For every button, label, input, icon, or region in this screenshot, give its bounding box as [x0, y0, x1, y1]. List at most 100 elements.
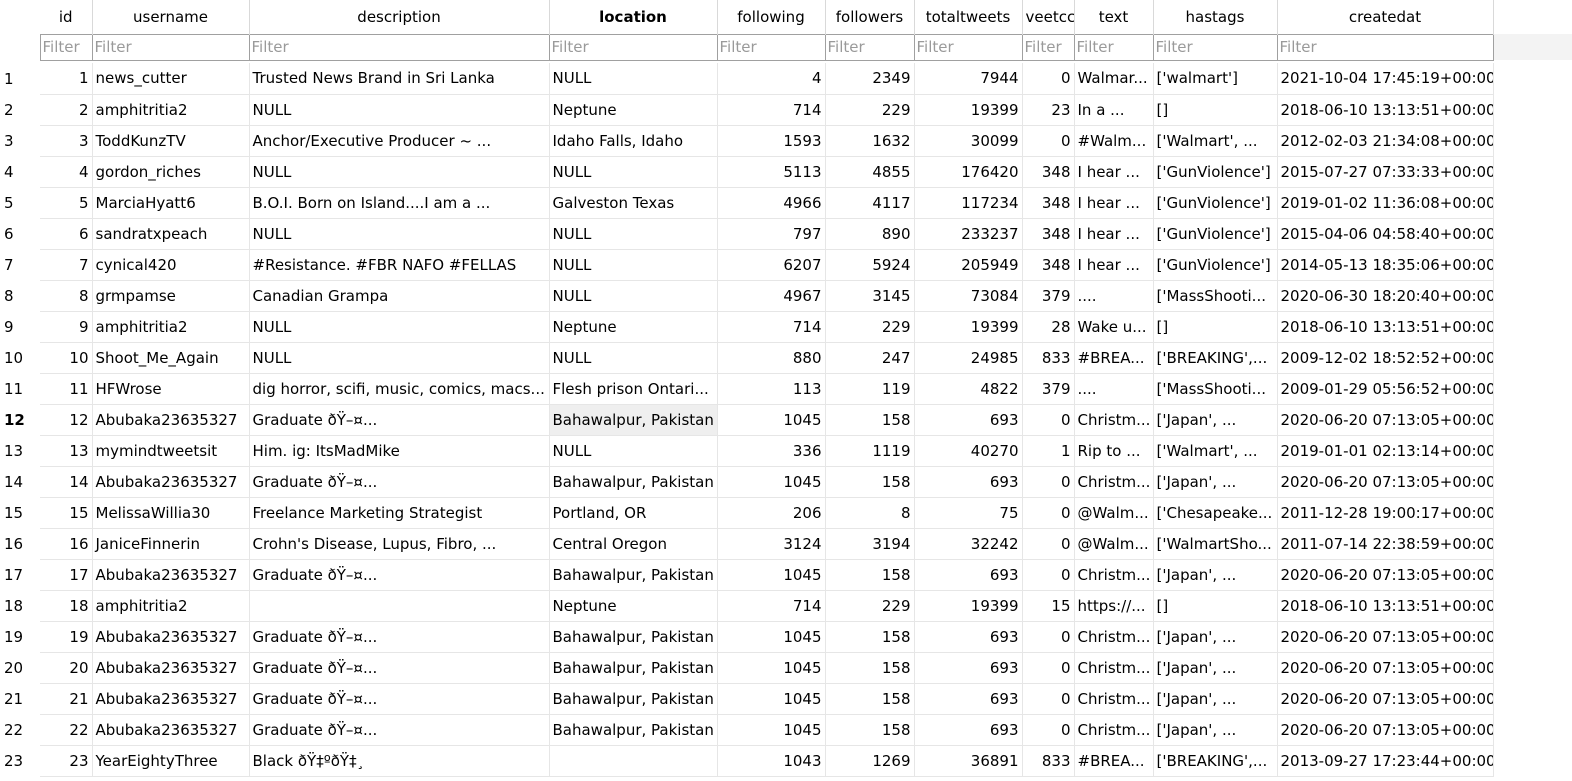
cell-followers[interactable]: 3194 [825, 528, 915, 560]
cell-username[interactable]: YearEightyThree [92, 745, 250, 777]
cell-username[interactable]: MelissaWillia30 [92, 497, 250, 529]
cell-createdat[interactable]: 2020-06-20 07:13:05+00:00 [1277, 404, 1494, 436]
cell-followers[interactable]: 158 [825, 466, 915, 498]
cell-text[interactable]: Christm... [1074, 621, 1154, 653]
cell-following[interactable]: 1045 [717, 714, 826, 746]
row-number[interactable]: 18 [4, 596, 24, 615]
cell-id[interactable]: 1 [40, 63, 93, 95]
cell-followers[interactable]: 890 [825, 218, 915, 250]
row-number[interactable]: 16 [4, 534, 24, 553]
cell-following[interactable]: 714 [717, 590, 826, 622]
cell-hastags[interactable]: [] [1153, 590, 1278, 622]
column-header-text[interactable]: text [1074, 0, 1154, 34]
cell-id[interactable]: 11 [40, 373, 93, 405]
column-header-id[interactable]: id [40, 0, 93, 34]
cell-followers[interactable]: 158 [825, 404, 915, 436]
cell-description[interactable]: #Resistance. #FBR NAFO #FELLAS [249, 249, 550, 281]
cell-totaltweets[interactable]: 233237 [914, 218, 1023, 250]
cell-createdat[interactable]: 2015-04-06 04:58:40+00:00 [1277, 218, 1494, 250]
cell-createdat[interactable]: 2020-06-20 07:13:05+00:00 [1277, 714, 1494, 746]
cell-hastags[interactable]: ['Japan', ... [1153, 559, 1278, 591]
table-row[interactable]: 9 9 amphitritia2 NULL Neptune 714 229 19399 28 Wa… [0, 311, 1572, 343]
cell-username[interactable]: Abubaka23635327 [92, 652, 250, 684]
cell-text[interactable]: Christm... [1074, 652, 1154, 684]
cell-description[interactable]: Graduate ðŸ–¤... [249, 404, 550, 436]
cell-createdat[interactable]: 2018-06-10 13:13:51+00:00 [1277, 94, 1494, 126]
cell-following[interactable]: 880 [717, 342, 826, 374]
cell-followers[interactable]: 4855 [825, 156, 915, 188]
column-header-location[interactable]: location [549, 0, 718, 34]
cell-location[interactable]: Bahawalpur, Pakistan [549, 559, 718, 591]
cell-retweetcount[interactable]: 0 [1022, 404, 1075, 436]
row-number[interactable]: 7 [4, 255, 14, 274]
cell-totaltweets[interactable]: 176420 [914, 156, 1023, 188]
cell-location[interactable]: NULL [549, 218, 718, 250]
cell-retweetcount[interactable]: 0 [1022, 63, 1075, 95]
cell-retweetcount[interactable]: 0 [1022, 466, 1075, 498]
cell-username[interactable]: JaniceFinnerin [92, 528, 250, 560]
cell-totaltweets[interactable]: 19399 [914, 311, 1023, 343]
cell-text[interactable]: I hear ... [1074, 187, 1154, 219]
cell-hastags[interactable]: ['MassShooti... [1153, 280, 1278, 312]
cell-description[interactable]: Black ðŸ‡ºðŸ‡¸ [249, 745, 550, 777]
cell-text[interactable]: #BREA... [1074, 745, 1154, 777]
cell-createdat[interactable]: 2020-06-20 07:13:05+00:00 [1277, 652, 1494, 684]
row-number[interactable]: 11 [4, 379, 24, 398]
row-number[interactable]: 12 [4, 410, 25, 429]
cell-username[interactable]: amphitritia2 [92, 94, 250, 126]
cell-location[interactable] [549, 745, 718, 777]
cell-followers[interactable]: 158 [825, 714, 915, 746]
cell-followers[interactable]: 229 [825, 590, 915, 622]
cell-createdat[interactable]: 2018-06-10 13:13:51+00:00 [1277, 311, 1494, 343]
cell-username[interactable]: Abubaka23635327 [92, 466, 250, 498]
cell-description[interactable]: Graduate ðŸ–¤... [249, 652, 550, 684]
row-number[interactable]: 20 [4, 658, 24, 677]
column-header-createdat[interactable]: createdat [1277, 0, 1494, 34]
table-row[interactable]: 4 4 gordon_riches NULL NULL 5113 4855 176420 348… [0, 156, 1572, 188]
cell-totaltweets[interactable]: 4822 [914, 373, 1023, 405]
table-row[interactable]: 21 21 Abubaka23635327 Graduate ðŸ–¤... Bahaw… [0, 683, 1572, 715]
cell-createdat[interactable]: 2020-06-20 07:13:05+00:00 [1277, 559, 1494, 591]
cell-retweetcount[interactable]: 15 [1022, 590, 1075, 622]
cell-description[interactable]: Graduate ðŸ–¤... [249, 714, 550, 746]
table-row[interactable]: 22 22 Abubaka23635327 Graduate ðŸ–¤... Bahaw… [0, 714, 1572, 746]
cell-text[interactable]: I hear ... [1074, 218, 1154, 250]
cell-followers[interactable]: 158 [825, 559, 915, 591]
cell-retweetcount[interactable]: 348 [1022, 156, 1075, 188]
cell-text[interactable]: Walmar... [1074, 63, 1154, 95]
cell-following[interactable]: 1045 [717, 683, 826, 715]
cell-retweetcount[interactable]: 0 [1022, 528, 1075, 560]
filter-input-text[interactable] [1074, 35, 1152, 59]
cell-following[interactable]: 1593 [717, 125, 826, 157]
cell-following[interactable]: 6207 [717, 249, 826, 281]
cell-retweetcount[interactable]: 379 [1022, 280, 1075, 312]
cell-totaltweets[interactable]: 693 [914, 466, 1023, 498]
cell-location[interactable]: Bahawalpur, Pakistan [549, 714, 718, 746]
cell-username[interactable]: cynical420 [92, 249, 250, 281]
cell-totaltweets[interactable]: 75 [914, 497, 1023, 529]
cell-username[interactable]: Shoot_Me_Again [92, 342, 250, 374]
cell-text[interactable]: In a ... [1074, 94, 1154, 126]
cell-hastags[interactable]: ['MassShooti... [1153, 373, 1278, 405]
cell-createdat[interactable]: 2019-01-01 02:13:14+00:00 [1277, 435, 1494, 467]
row-number[interactable]: 8 [4, 286, 14, 305]
cell-username[interactable]: sandratxpeach [92, 218, 250, 250]
table-row[interactable]: 13 13 mymindtweetsit Him. ig: ItsMadMike NUL… [0, 435, 1572, 467]
cell-location[interactable]: Galveston Texas [549, 187, 718, 219]
cell-description[interactable]: Him. ig: ItsMadMike [249, 435, 550, 467]
row-number[interactable]: 21 [4, 689, 24, 708]
cell-createdat[interactable]: 2021-10-04 17:45:19+00:00 [1277, 63, 1494, 95]
cell-following[interactable]: 1045 [717, 621, 826, 653]
cell-following[interactable]: 797 [717, 218, 826, 250]
cell-hastags[interactable]: [] [1153, 311, 1278, 343]
cell-location[interactable]: Flesh prison Ontari... [549, 373, 718, 405]
cell-totaltweets[interactable]: 693 [914, 404, 1023, 436]
row-number[interactable]: 3 [4, 131, 14, 150]
cell-totaltweets[interactable]: 7944 [914, 63, 1023, 95]
table-row[interactable]: 15 15 MelissaWillia30 Freelance Marketing S… [0, 497, 1572, 529]
cell-totaltweets[interactable]: 117234 [914, 187, 1023, 219]
cell-followers[interactable]: 3145 [825, 280, 915, 312]
cell-description[interactable]: B.O.I. Born on Island....I am a ... [249, 187, 550, 219]
cell-description[interactable]: NULL [249, 342, 550, 374]
cell-description[interactable]: Anchor/Executive Producer ~ ... [249, 125, 550, 157]
